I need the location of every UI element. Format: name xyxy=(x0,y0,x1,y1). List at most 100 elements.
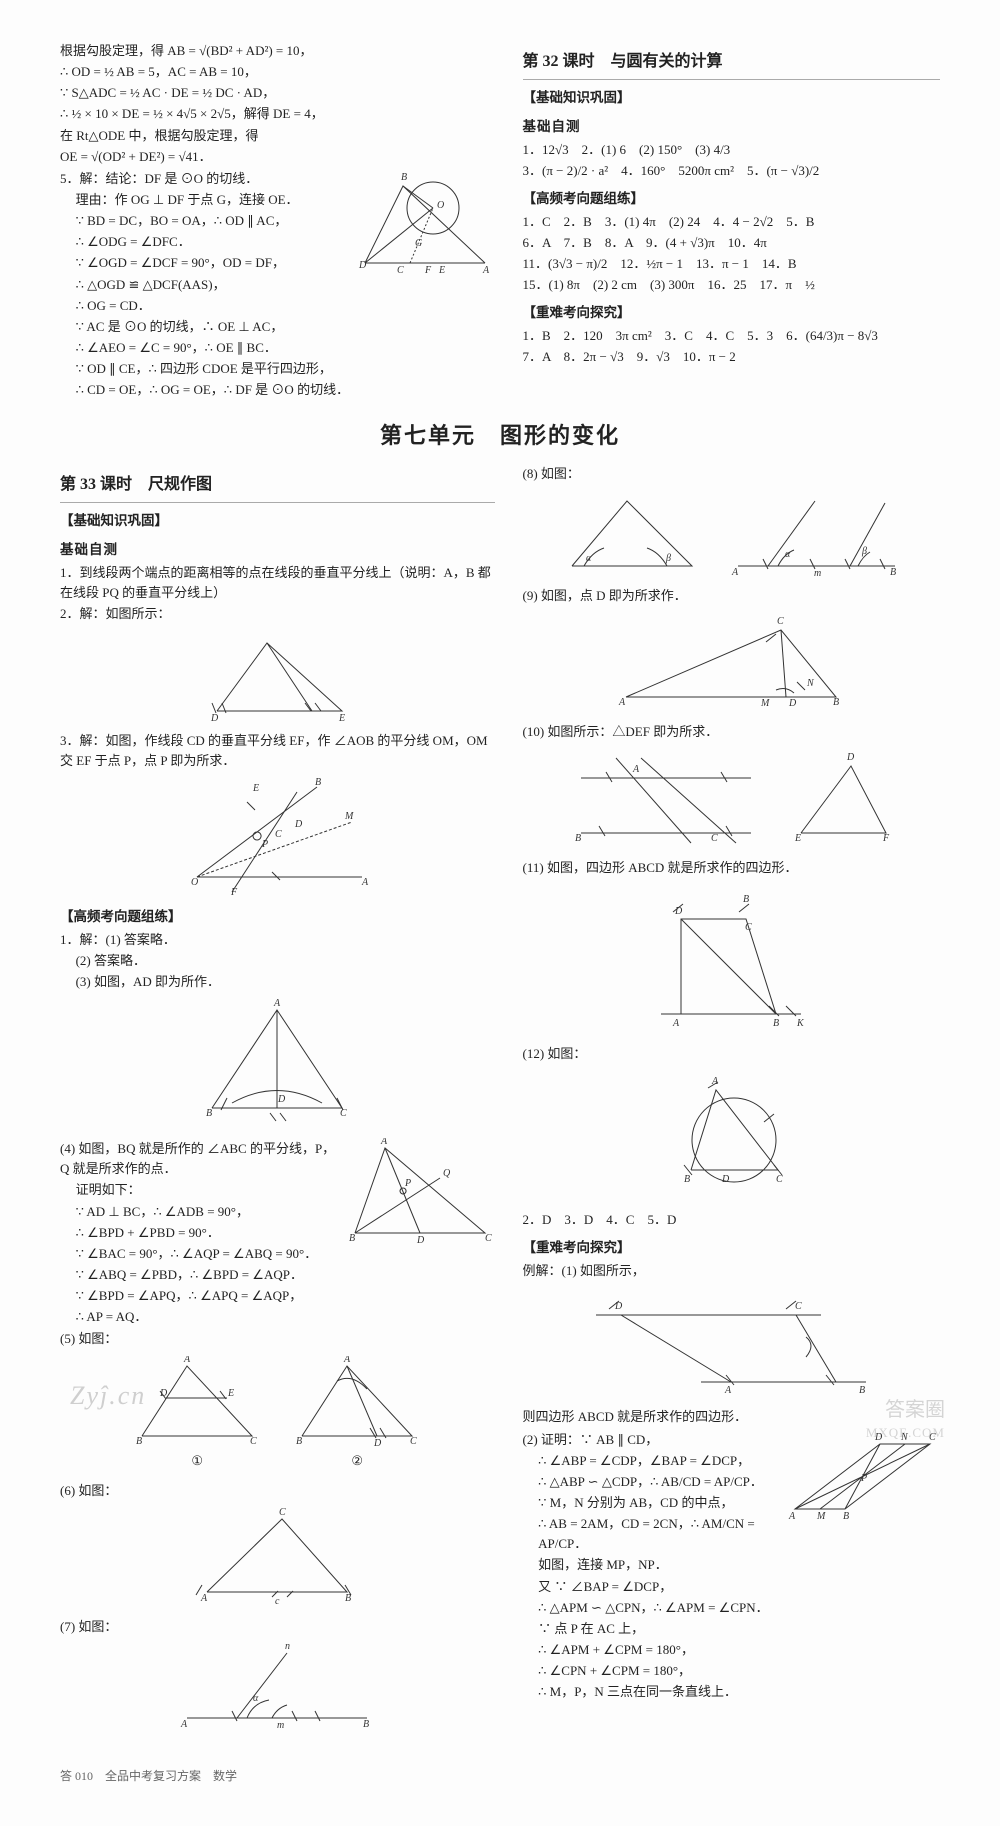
svg-text:α: α xyxy=(586,553,592,564)
svg-text:B: B xyxy=(345,1593,351,1604)
svg-text:B: B xyxy=(833,697,839,708)
svg-text:A: A xyxy=(273,998,281,1009)
main-right: (8) 如图： αβ xyxy=(523,463,940,1743)
q9: (9) 如图，点 D 即为所求作． xyxy=(523,586,940,606)
svg-text:Q: Q xyxy=(443,1168,451,1179)
text: (2) 答案略． xyxy=(60,951,495,971)
svg-text:G: G xyxy=(415,238,422,249)
example-head: 例解：(1) 如图所示， xyxy=(523,1261,940,1281)
svg-text:O: O xyxy=(191,877,198,888)
divider xyxy=(60,502,495,503)
text: 又 ∵ ∠BAP = ∠DCP， xyxy=(523,1577,940,1597)
svg-text:B: B xyxy=(684,1174,690,1185)
svg-text:N: N xyxy=(806,678,815,689)
svg-text:A: A xyxy=(731,567,739,576)
text: ∴ ∠CPN + ∠CPM = 180°， xyxy=(523,1661,940,1681)
svg-text:A: A xyxy=(724,1385,732,1396)
svg-text:B: B xyxy=(859,1385,865,1396)
text: (3) 如图，AD 即为所作． xyxy=(60,972,495,992)
svg-text:E: E xyxy=(438,265,445,276)
figure-q4: AB CD PQ xyxy=(345,1138,495,1254)
svg-text:D: D xyxy=(674,906,683,917)
answer-row: 1．C 2．B 3．(1) 4π (2) 24 4．4 − 2√2 5．B xyxy=(523,212,940,232)
svg-text:C: C xyxy=(745,922,752,933)
svg-text:B: B xyxy=(206,1108,212,1119)
svg-text:C: C xyxy=(275,829,282,840)
answer-row: 3．(π − 2)/2 · a² 4．160° 5200π cm² 5．(π −… xyxy=(523,161,940,181)
answer-row: 2．D 3．D 4．C 5．D xyxy=(523,1210,940,1230)
svg-text:D: D xyxy=(373,1438,382,1449)
top-left: 根据勾股定理，得 AB = √(BD² + AD²) = 10， ∴ OD = … xyxy=(60,40,495,401)
text: 1．解：(1) 答案略． xyxy=(60,930,495,950)
figure-sec2-3: A B D C xyxy=(60,998,495,1128)
text: ∵ 点 P 在 AC 上， xyxy=(523,1619,940,1639)
svg-text:m: m xyxy=(814,568,821,576)
svg-text:D: D xyxy=(294,819,303,830)
answer-row: 6．A 7．B 8．A 9．(4 + √3)π 10．4π xyxy=(523,233,940,253)
main-left: 第 33 课时 尺规作图 【基础知识巩固】 基础自测 1．到线段两个端点的距离相… xyxy=(60,463,495,1743)
answer-row: 1．B 2．120 3π cm² 3．C 4．C 5．3 6．(64/3)π −… xyxy=(523,326,940,346)
svg-text:D: D xyxy=(846,752,855,763)
figure-q6: CA cB xyxy=(60,1507,495,1607)
svg-text:α: α xyxy=(253,1693,259,1704)
svg-text:F: F xyxy=(882,833,890,844)
svg-text:B: B xyxy=(136,1436,142,1447)
q12: (12) 如图： xyxy=(523,1044,940,1064)
page-footer: 答 010 全品中考复习方案 数学 xyxy=(60,1767,940,1786)
svg-text:C: C xyxy=(711,833,718,844)
text: ∴ OD = ½ AB = 5，AC = AB = 10， xyxy=(60,62,495,82)
lesson-33-title: 第 33 课时 尺规作图 xyxy=(60,473,495,498)
q1: 1．到线段两个端点的距离相等的点在线段的垂直平分线上（说明：A，B 都在线段 P… xyxy=(60,563,495,603)
text: ∴ CD = OE，∴ OG = OE，∴ DF 是 ⊙O 的切线． xyxy=(60,380,495,400)
svg-text:α: α xyxy=(785,549,791,560)
text: ∴ OG = CD． xyxy=(60,296,495,316)
svg-text:B: B xyxy=(315,777,321,788)
heading: 【基础知识巩固】 xyxy=(60,511,495,532)
svg-text:A: A xyxy=(343,1356,351,1365)
svg-text:B: B xyxy=(296,1436,302,1447)
answer-row: 15．(1) 8π (2) 2 cm (3) 300π 16．25 17．π ½ xyxy=(523,275,940,295)
svg-text:C: C xyxy=(250,1436,257,1447)
svg-text:M: M xyxy=(816,1511,826,1522)
figure-example: DC AB xyxy=(523,1287,940,1397)
text: ∴ ∠APM + ∠CPM = 180°， xyxy=(523,1640,940,1660)
svg-text:C: C xyxy=(397,265,404,276)
text: ∴ AP = AQ． xyxy=(60,1307,495,1327)
svg-text:A: A xyxy=(183,1356,191,1365)
figure-proof: AMB DNC P xyxy=(785,1429,940,1530)
svg-text:D: D xyxy=(277,1094,286,1105)
q11: (11) 如图，四边形 ABCD 就是所求作的四边形． xyxy=(523,858,940,878)
q3-head: 3．解：如图，作线段 CD 的垂直平分线 EF，作 ∠AOB 的平分线 OM，O… xyxy=(60,731,495,771)
text: 在 Rt△ODE 中，根据勾股定理，得 xyxy=(60,126,495,146)
text: ∵ ∠ABQ = ∠PBD，∴ ∠BPD = ∠AQP． xyxy=(60,1265,495,1285)
svg-text:B: B xyxy=(890,567,896,576)
fig-label-2: ② xyxy=(292,1451,422,1471)
text: ∵ S△ADC = ½ AC · DE = ½ DC · AD， xyxy=(60,83,495,103)
svg-text:F: F xyxy=(424,265,432,276)
svg-text:C: C xyxy=(279,1507,286,1518)
svg-text:D: D xyxy=(159,1388,168,1399)
text: 如图，连接 MP，NP． xyxy=(523,1555,940,1575)
text: ∴ △APM ∽ △CPN，∴ ∠APM = ∠CPN． xyxy=(523,1598,940,1618)
heading: 【重难考向探究】 xyxy=(523,1238,940,1259)
text: ∴ ∠AEO = ∠C = 90°，∴ OE ∥ BC． xyxy=(60,338,495,358)
top-block: 根据勾股定理，得 AB = √(BD² + AD²) = 10， ∴ OD = … xyxy=(60,40,940,401)
figure-q10: AB C DEF xyxy=(523,748,940,848)
q8: (8) 如图： xyxy=(523,464,940,484)
figure-q2: DE xyxy=(60,631,495,721)
svg-text:B: B xyxy=(843,1511,849,1522)
svg-text:B: B xyxy=(363,1719,369,1730)
svg-text:C: C xyxy=(340,1108,347,1119)
svg-text:C: C xyxy=(776,1174,783,1185)
heading: 【重难考向探究】 xyxy=(523,303,940,324)
svg-text:E: E xyxy=(794,833,801,844)
svg-text:B: B xyxy=(743,894,749,905)
svg-text:D: D xyxy=(210,713,219,721)
figure-q7: An mB α xyxy=(60,1643,495,1733)
q7: (7) 如图： xyxy=(60,1617,495,1637)
lesson-32-title: 第 32 课时 与圆有关的计算 xyxy=(523,50,940,75)
svg-text:D: D xyxy=(721,1174,730,1185)
svg-text:A: A xyxy=(200,1593,208,1604)
svg-text:F: F xyxy=(230,887,238,897)
q5: (5) 如图： xyxy=(60,1329,495,1349)
